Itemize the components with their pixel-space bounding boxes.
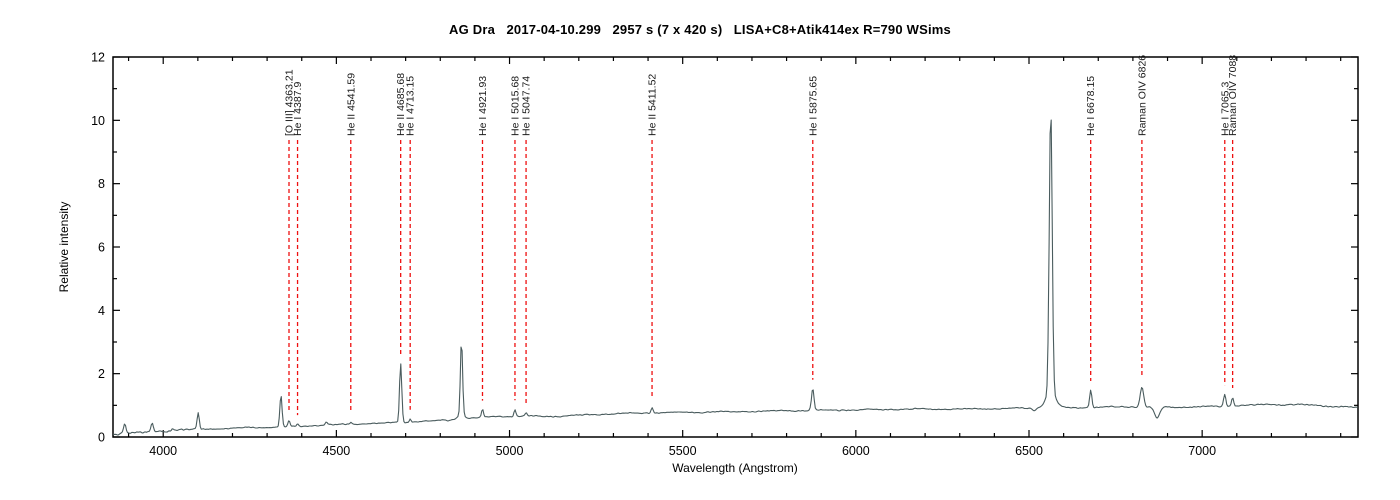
y-axis-tick-label: 2 <box>98 367 105 381</box>
spectral-line-label: He I 4921.93 <box>477 76 489 136</box>
spectral-line-label: Raman OIV 6826 <box>1136 55 1148 136</box>
spectral-line-label: He I 5015.68 <box>509 76 521 136</box>
y-axis-tick-label: 8 <box>98 177 105 191</box>
x-axis-tick-label: 4500 <box>322 444 350 458</box>
y-axis-tick-label: 6 <box>98 241 105 255</box>
spectral-line-label: He II 4685.68 <box>395 73 407 136</box>
x-axis-tick-label: 5000 <box>496 444 524 458</box>
x-axis-label: Wavelength (Angstrom) <box>672 461 798 475</box>
spectral-line-label: Raman OIV 7088 <box>1227 55 1239 136</box>
x-axis-tick-label: 6000 <box>842 444 870 458</box>
spectrum-trace <box>112 119 1358 436</box>
spectral-line-label: [O III] 4363.21 <box>284 69 296 136</box>
spectral-line-label: He I 5047.74 <box>521 76 533 136</box>
x-axis-tick-label: 6500 <box>1015 444 1043 458</box>
chart-title: AG Dra 2017-04-10.299 2957 s (7 x 420 s)… <box>449 22 951 37</box>
x-axis-tick-label: 7000 <box>1188 444 1216 458</box>
spectral-line-label: He I 7065.3 <box>1219 82 1231 136</box>
y-axis-tick-label: 12 <box>91 51 105 65</box>
spectral-line-label: He I 6678.15 <box>1085 76 1097 136</box>
spectral-line-label: He II 4541.59 <box>345 73 357 136</box>
x-axis-tick-label: 4000 <box>149 444 177 458</box>
spectral-line-label: He I 4387.9 <box>292 82 304 136</box>
spectral-line-label: He I 4713.15 <box>405 76 417 136</box>
x-axis-tick-label: 5500 <box>669 444 697 458</box>
y-axis-tick-label: 4 <box>98 304 105 318</box>
spectral-line-label: He II 5411.52 <box>647 74 659 136</box>
y-axis-tick-label: 10 <box>91 114 105 128</box>
y-axis-tick-label: 0 <box>98 431 105 445</box>
spectral-line-label: He I 5875.65 <box>807 76 819 136</box>
